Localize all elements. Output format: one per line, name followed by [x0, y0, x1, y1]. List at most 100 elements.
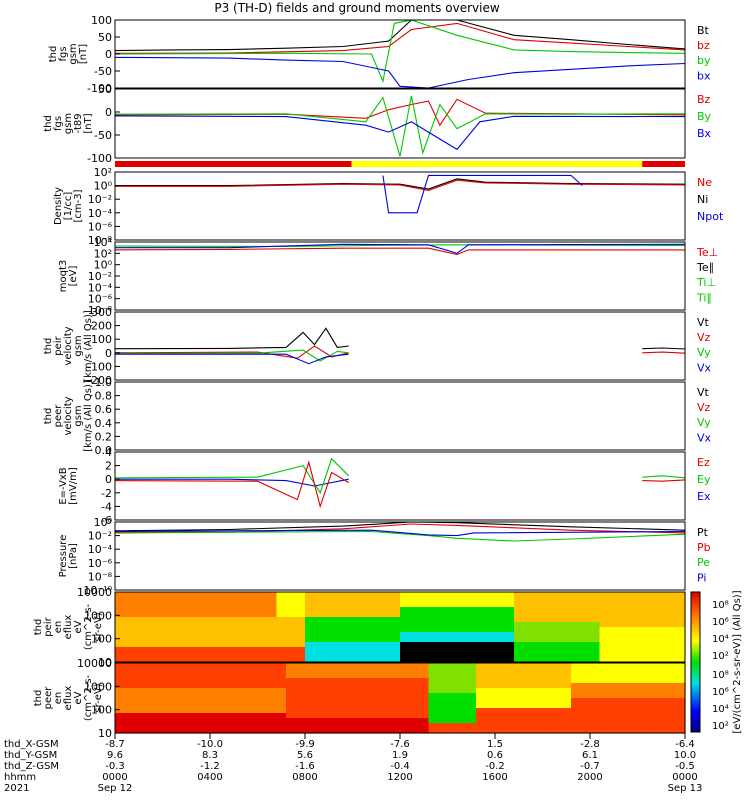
spectrogram-cell: [618, 688, 629, 694]
y-axis-label-line: sr-eV): [93, 683, 104, 712]
panel-frame: [114, 241, 686, 311]
spectrogram-cell: [523, 612, 534, 618]
spectrogram-cell: [172, 703, 183, 709]
spectrogram-cell: [457, 673, 468, 679]
spectrogram-cell: [656, 617, 667, 623]
spectrogram-cell: [238, 652, 249, 658]
spectrogram-cell: [362, 703, 373, 709]
spectrogram-cell: [419, 698, 430, 704]
spectrogram-cell: [172, 673, 183, 679]
spectrogram-cell: [580, 713, 591, 719]
spectrogram-cell: [267, 683, 278, 689]
spectrogram-cell: [314, 718, 325, 724]
y-tick-label: -200: [87, 374, 112, 387]
spectrogram-cell: [476, 698, 487, 704]
spectrogram-cell: [409, 718, 420, 724]
spectrogram-cell: [466, 637, 477, 643]
spectrogram-cell: [656, 622, 667, 628]
spectrogram-cell: [305, 728, 316, 734]
y-tick-label: 0.2: [95, 430, 113, 443]
legend-item: Vz: [697, 331, 711, 344]
spectrogram-cell: [447, 683, 458, 689]
y-tick-label: 0: [105, 347, 112, 360]
spectrogram-cell: [162, 627, 173, 633]
spectrogram-cell: [656, 728, 667, 734]
spectrogram-cell: [457, 597, 468, 603]
spectrogram-cell: [248, 713, 259, 719]
spectrogram-cell: [533, 637, 544, 643]
spectrogram-cell: [162, 632, 173, 638]
spectrogram-cell: [200, 657, 211, 663]
spectrogram-cell: [523, 592, 534, 598]
spectrogram-cell: [134, 632, 145, 638]
spectrogram-cell: [181, 622, 192, 628]
y-axis-label-line: [km/s (All Qs)]: [83, 310, 94, 382]
spectrogram-cell: [618, 652, 629, 658]
spectrogram-cell: [476, 673, 487, 679]
spectrogram-cell: [191, 663, 202, 669]
spectrogram-cell: [457, 678, 468, 684]
spectrogram-cell: [343, 637, 354, 643]
spectrogram-cell: [324, 607, 335, 613]
spectrogram-cell: [172, 627, 183, 633]
spectrogram-cell: [314, 627, 325, 633]
colorbar-tick-label: 10⁶: [712, 687, 729, 698]
spectrogram-cell: [542, 673, 553, 679]
spectrogram-cell: [637, 703, 648, 709]
spectrogram-cell: [219, 637, 230, 643]
spectrogram-cell: [618, 663, 629, 669]
spectrogram-cell: [219, 713, 230, 719]
spectrogram-cell: [542, 663, 553, 669]
spectrogram-cell: [637, 668, 648, 674]
spectrogram-cell: [590, 592, 601, 598]
spectrogram-cell: [134, 597, 145, 603]
spectrogram-cell: [609, 637, 620, 643]
spectrogram-cell: [409, 652, 420, 658]
spectrogram-cell: [333, 683, 344, 689]
spectrogram-cell: [362, 607, 373, 613]
spectrogram-cell: [267, 728, 278, 734]
spectrogram-cell: [124, 708, 135, 714]
y-axis-label: moqt3 [eV]: [58, 260, 79, 293]
y-tick-label: -100: [87, 360, 112, 373]
spectrogram-cell: [324, 703, 335, 709]
spectrogram-cell: [504, 688, 515, 694]
spectrogram-cell: [675, 718, 686, 724]
spectrogram-cell: [599, 698, 610, 704]
spectrogram-cell: [599, 713, 610, 719]
spectrogram-cell: [514, 642, 525, 648]
spectrogram-cell: [162, 698, 173, 704]
spectrogram-cell: [447, 632, 458, 638]
spectrogram-cell: [153, 688, 164, 694]
spectrogram-cell: [609, 647, 620, 653]
spectrogram-cell: [542, 718, 553, 724]
spectrogram-cell: [609, 698, 620, 704]
spectrogram-cell: [637, 592, 648, 598]
spectrogram-cell: [267, 718, 278, 724]
spectrogram-cell: [419, 602, 430, 608]
spectrogram-cell: [124, 673, 135, 679]
spectrogram-cell: [542, 647, 553, 653]
spectrogram-cell: [476, 728, 487, 734]
ephemeris-value: -0.2: [485, 761, 505, 772]
spectrogram-cell: [257, 683, 268, 689]
ephemeris-value: -0.5: [675, 761, 695, 772]
spectrogram-cell: [504, 607, 515, 613]
spectrogram-cell: [618, 642, 629, 648]
spectrogram-cell: [390, 612, 401, 618]
spectrogram-cell: [267, 703, 278, 709]
spectrogram-cell: [552, 607, 563, 613]
spectrogram-cell: [580, 693, 591, 699]
spectrogram-cell: [219, 718, 230, 724]
spectrogram-cell: [238, 612, 249, 618]
spectrogram-cell: [229, 668, 240, 674]
spectrogram-cell: [438, 728, 449, 734]
spectrogram-cell: [438, 657, 449, 663]
series-line-red: [114, 247, 685, 256]
spectrogram-cell: [590, 657, 601, 663]
legend-item: Ex: [697, 490, 711, 503]
legend-item: Vt: [697, 316, 710, 329]
spectrogram-cell: [210, 622, 221, 628]
spectrogram-cell: [238, 698, 249, 704]
